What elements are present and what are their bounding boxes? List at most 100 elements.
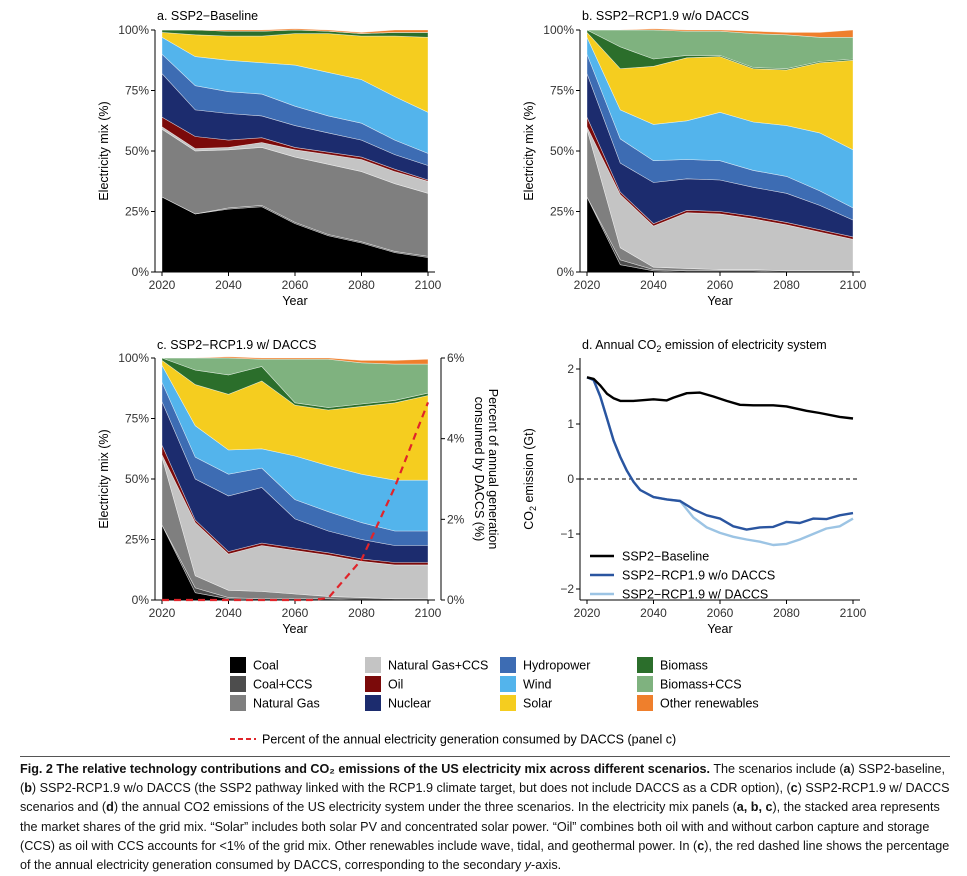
legend-label-coal-ccs: Coal+CCS — [253, 678, 312, 692]
chart-title: a. SSP2−Baseline — [157, 9, 258, 23]
daccs-dashed-line — [162, 401, 430, 602]
caption-panel-ref: a — [843, 762, 851, 776]
caption-text: -axis. — [531, 858, 562, 873]
chart-title: d. Annual CO2 emission of electricity sy… — [582, 338, 827, 354]
secondary-y-tick-label: 2% — [447, 512, 465, 526]
stacked-areas — [586, 28, 854, 273]
secondary-y-axis-title-line: consumed by DACCS (%) — [472, 397, 486, 542]
y-tick-label: 1 — [567, 417, 574, 431]
area-other-renewables — [162, 356, 429, 365]
y-tick-label: 0% — [132, 265, 150, 279]
y-axis-title: Electricity mix (%) — [97, 101, 111, 200]
caption-title: The relative technology contributions an… — [56, 762, 711, 776]
legend-line-label: SSP2−RCP1.9 w/ DACCS — [622, 588, 768, 602]
x-tick-label: 2080 — [773, 278, 800, 292]
legend-swatch-wind — [500, 676, 516, 692]
x-tick-label: 2020 — [149, 606, 176, 620]
y-axis-title: Electricity mix (%) — [97, 429, 111, 528]
x-axis-title: Year — [282, 294, 307, 308]
legend-swatch-nuclear — [365, 695, 381, 711]
y-axis-title: CO2 emission (Gt) — [522, 428, 538, 530]
caption-divider — [20, 756, 950, 757]
line-ssp2-rcp1-9-w-o-daccs — [586, 376, 854, 531]
y-tick-label: 25% — [550, 205, 574, 219]
caption-panel-ref: c — [697, 838, 705, 853]
caption-text: ), the stacked area represents the marke… — [20, 800, 940, 853]
x-tick-label: 2060 — [282, 278, 309, 292]
legend-label-other-renewables: Other renewables — [660, 697, 759, 711]
stacked-areas — [161, 356, 429, 601]
x-tick-label: 2060 — [707, 606, 734, 620]
legend-label-natural-gas-ccs: Natural Gas+CCS — [388, 659, 488, 673]
legend-swatch-natural-gas — [230, 695, 246, 711]
caption-figure-label: Fig. 2 — [20, 762, 53, 776]
x-tick-label: 2080 — [348, 278, 375, 292]
x-tick-label: 2060 — [282, 606, 309, 620]
legend-swatch-coal-ccs — [230, 676, 246, 692]
secondary-y-tick-label: 0% — [447, 593, 465, 607]
area-other-renewables — [587, 28, 854, 38]
x-axis-title: Year — [707, 294, 732, 308]
x-tick-label: 2060 — [707, 278, 734, 292]
legend-swatch-other-renewables — [637, 695, 653, 711]
y-tick-label: 100% — [543, 23, 574, 37]
caption-panel-ref: c — [790, 781, 798, 796]
x-tick-label: 2020 — [574, 278, 601, 292]
x-tick-label: 2020 — [149, 278, 176, 292]
caption-text: ) the annual CO2 emissions of the US ele… — [113, 800, 737, 815]
y-tick-label: 50% — [550, 144, 574, 158]
y-tick-label: 25% — [125, 533, 149, 547]
y-tick-label: 50% — [125, 144, 149, 158]
legend-swatch-natural-gas-ccs — [365, 657, 381, 673]
legend-label-biomass: Biomass — [660, 659, 708, 673]
legend-label-coal: Coal — [253, 659, 279, 673]
x-tick-label: 2100 — [840, 278, 867, 292]
secondary-y-axis-title-line: Percent of annual generation — [486, 389, 500, 550]
chart-title: b. SSP2−RCP1.9 w/o DACCS — [582, 9, 749, 23]
y-tick-label: 0% — [132, 593, 150, 607]
legend-label-wind: Wind — [523, 678, 552, 692]
panel-d-co2-emission-chart: d. Annual CO2 emission of electricity sy… — [522, 338, 867, 636]
legend-line-label: SSP2−Baseline — [622, 550, 709, 564]
secondary-y-tick-label: 6% — [447, 351, 465, 365]
caption-text: ), the red dashed line shows the percent… — [20, 838, 950, 873]
x-tick-label: 2100 — [415, 606, 442, 620]
area-other-renewables — [162, 28, 429, 34]
legend-label-solar: Solar — [523, 697, 552, 711]
y-tick-label: −2 — [560, 582, 574, 596]
x-tick-label: 2100 — [840, 606, 867, 620]
line-ssp2-baseline — [586, 376, 854, 420]
legend-swatch-biomass-ccs — [637, 676, 653, 692]
x-tick-label: 2080 — [773, 606, 800, 620]
chart-title-part: emission of electricity system — [661, 338, 826, 352]
y-tick-label: 2 — [567, 362, 574, 376]
legend-swatch-coal — [230, 657, 246, 673]
x-axis-title: Year — [707, 622, 732, 636]
chart-title-part: d. Annual CO — [582, 338, 657, 352]
caption-axis-ref: y — [524, 858, 532, 873]
chart-title-subscript: 2 — [656, 344, 661, 354]
x-axis-title: Year — [282, 622, 307, 636]
legend-label-natural-gas: Natural Gas — [253, 697, 320, 711]
x-tick-label: 2040 — [640, 606, 667, 620]
caption-text: ) SSP2-baseline, ( — [20, 762, 946, 796]
y-tick-label: 50% — [125, 472, 149, 486]
caption-panel-ref: d — [106, 800, 114, 815]
legend-label-nuclear: Nuclear — [388, 697, 431, 711]
y-tick-label: 0% — [557, 265, 575, 279]
x-tick-label: 2040 — [215, 278, 242, 292]
y-axis-title-subscript: 2 — [528, 506, 538, 511]
panel-c-electricity-mix-chart: c. SSP2−RCP1.9 w/ DACCS 0% 25% 50% 75% 100% 20… — [97, 338, 500, 636]
figure-caption: Fig. 2 The relative technology contribut… — [20, 760, 950, 875]
caption-panel-ref: a, b, c — [736, 800, 773, 815]
panel-b-electricity-mix-chart: b. SSP2−RCP1.9 w/o DACCS 0% 25% 50% 75% 100% 2… — [522, 9, 867, 308]
y-tick-label: 100% — [118, 351, 149, 365]
x-tick-label: 2100 — [415, 278, 442, 292]
caption-text: The scenarios include ( — [710, 762, 844, 776]
legend-swatch-hydropower — [500, 657, 516, 673]
x-tick-label: 2020 — [574, 606, 601, 620]
y-axis-title: Electricity mix (%) — [522, 101, 536, 200]
panel-a-electricity-mix-chart: a. SSP2−Baseline 0% 25% 50% 75% 100% 2020 2040 2… — [97, 9, 442, 308]
y-tick-label: −1 — [560, 527, 574, 541]
